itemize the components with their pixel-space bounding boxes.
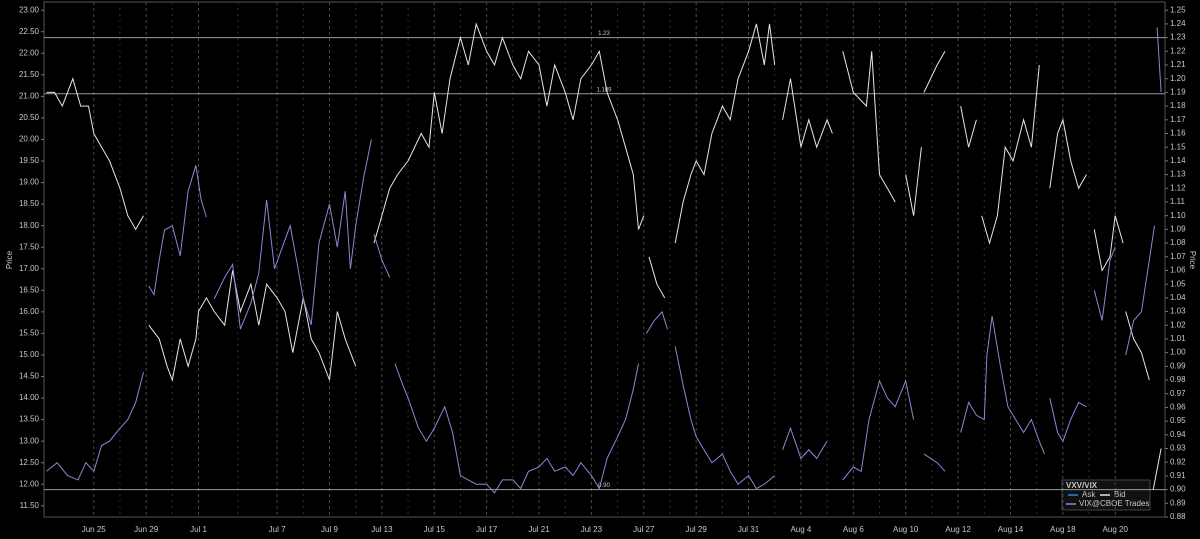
y2-tick-label: 1.20 bbox=[1170, 74, 1186, 83]
y2-tick-label: 1.19 bbox=[1170, 88, 1186, 97]
y2-tick-label: 0.96 bbox=[1170, 403, 1186, 412]
y2-tick-label: 1.17 bbox=[1170, 115, 1186, 124]
y2-tick-label: 0.95 bbox=[1170, 416, 1186, 425]
legend-label: VIX@CBOE Trades bbox=[1079, 499, 1149, 508]
y-tick-label: 21.50 bbox=[19, 70, 40, 79]
y-tick-label: 15.50 bbox=[19, 329, 40, 338]
y-tick-label: 15.00 bbox=[19, 350, 40, 359]
y-tick-label: 20.00 bbox=[19, 135, 40, 144]
x-tick-label: Aug 12 bbox=[945, 525, 971, 534]
y-tick-label: 12.00 bbox=[19, 479, 40, 488]
y2-tick-label: 1.03 bbox=[1170, 307, 1186, 316]
series-line bbox=[46, 22, 1162, 490]
y2-tick-label: 0.92 bbox=[1170, 457, 1186, 466]
y-tick-label: 17.50 bbox=[19, 242, 40, 251]
y2-tick-label: 0.97 bbox=[1170, 389, 1186, 398]
y-tick-label: 13.50 bbox=[19, 415, 40, 424]
reference-label: 1.23 bbox=[598, 31, 610, 37]
y-tick-label: 14.00 bbox=[19, 393, 40, 402]
plot-frame bbox=[43, 1, 1166, 518]
y-tick-label: 17.00 bbox=[19, 264, 40, 273]
y2-tick-label: 1.00 bbox=[1170, 348, 1186, 357]
y-tick-label: 16.00 bbox=[19, 307, 40, 316]
x-tick-label: Jul 9 bbox=[321, 525, 338, 534]
x-tick-label: Aug 18 bbox=[1050, 525, 1076, 534]
y2-tick-label: 0.90 bbox=[1170, 485, 1186, 494]
legend: VXV/VIX AskBidVIX@CBOE Trades bbox=[1061, 479, 1151, 511]
x-tick-label: Aug 6 bbox=[843, 525, 864, 534]
x-tick-label: Aug 4 bbox=[790, 525, 811, 534]
y2-tick-label: 1.13 bbox=[1170, 170, 1186, 179]
y-tick-label: 18.50 bbox=[19, 199, 40, 208]
x-tick-label: Jul 27 bbox=[633, 525, 655, 534]
y-tick-label: 12.50 bbox=[19, 458, 40, 467]
y2-tick-label: 1.11 bbox=[1170, 197, 1186, 206]
y-axis-title: Price bbox=[5, 250, 14, 269]
y-tick-label: 20.50 bbox=[19, 113, 40, 122]
y2-tick-label: 1.04 bbox=[1170, 293, 1186, 302]
x-tick-label: Aug 14 bbox=[998, 525, 1024, 534]
y2-tick-label: 1.22 bbox=[1170, 46, 1186, 55]
x-tick-label: Jul 15 bbox=[424, 525, 446, 534]
x-tick-label: Jul 7 bbox=[269, 525, 286, 534]
y2-tick-label: 0.93 bbox=[1170, 444, 1186, 453]
y2-tick-label: 0.99 bbox=[1170, 361, 1186, 370]
y2-tick-label: 1.23 bbox=[1170, 33, 1186, 42]
y2-tick-label: 0.91 bbox=[1170, 471, 1186, 480]
x-tick-label: Jun 25 bbox=[82, 525, 107, 534]
y2-tick-label: 0.88 bbox=[1170, 512, 1186, 521]
y2-tick-label: 1.01 bbox=[1170, 334, 1186, 343]
y2-tick-label: 1.09 bbox=[1170, 224, 1186, 233]
x-tick-label: Jul 13 bbox=[371, 525, 393, 534]
x-tick-label: Jul 29 bbox=[685, 525, 707, 534]
y-tick-label: 21.00 bbox=[19, 91, 40, 100]
x-tick-label: Jul 21 bbox=[528, 525, 550, 534]
reference-label: 1.189 bbox=[596, 87, 612, 93]
y2-tick-label: 1.14 bbox=[1170, 156, 1186, 165]
y-tick-label: 23.00 bbox=[19, 5, 40, 14]
reference-label: 0.90 bbox=[598, 483, 610, 489]
x-tick-label: Jul 17 bbox=[476, 525, 498, 534]
y2-tick-label: 1.10 bbox=[1170, 211, 1186, 220]
y2-tick-label: 1.16 bbox=[1170, 129, 1186, 138]
y-tick-label: 18.00 bbox=[19, 221, 40, 230]
y2-tick-label: 1.08 bbox=[1170, 238, 1186, 247]
x-tick-label: Jul 23 bbox=[581, 525, 603, 534]
y-tick-label: 22.50 bbox=[19, 27, 40, 36]
y2-tick-label: 1.21 bbox=[1170, 60, 1186, 69]
y2-tick-label: 1.15 bbox=[1170, 142, 1186, 151]
x-tick-label: Aug 20 bbox=[1103, 525, 1129, 534]
y-tick-label: 19.50 bbox=[19, 156, 40, 165]
y2-tick-label: 1.06 bbox=[1170, 266, 1186, 275]
y2-tick-label: 0.89 bbox=[1170, 498, 1186, 507]
y2-tick-label: 1.25 bbox=[1170, 5, 1186, 14]
y2-tick-label: 1.07 bbox=[1170, 252, 1186, 261]
y-tick-label: 11.50 bbox=[20, 501, 40, 510]
y-tick-label: 19.00 bbox=[19, 178, 40, 187]
y2-tick-label: 1.02 bbox=[1170, 320, 1186, 329]
y-tick-label: 16.50 bbox=[19, 285, 40, 294]
y-tick-label: 22.00 bbox=[19, 48, 40, 57]
x-tick-label: Aug 10 bbox=[893, 525, 919, 534]
y2-tick-label: 1.12 bbox=[1170, 183, 1186, 192]
y2-tick-label: 1.18 bbox=[1170, 101, 1186, 110]
y-tick-label: 14.50 bbox=[19, 372, 40, 381]
series-line bbox=[46, 27, 1162, 494]
y2-tick-label: 0.94 bbox=[1170, 430, 1186, 439]
x-tick-label: Jun 29 bbox=[134, 525, 159, 534]
y2-axis-title: Price bbox=[1188, 251, 1197, 270]
x-tick-label: Jul 31 bbox=[738, 525, 760, 534]
y-tick-label: 13.00 bbox=[19, 436, 40, 445]
y2-tick-label: 0.98 bbox=[1170, 375, 1186, 384]
legend-label: Bid bbox=[1114, 490, 1126, 499]
x-tick-label: Jul 1 bbox=[190, 525, 207, 534]
legend-title: VXV/VIX bbox=[1066, 481, 1098, 490]
y2-tick-label: 1.05 bbox=[1170, 279, 1186, 288]
y2-tick-label: 1.24 bbox=[1170, 19, 1186, 28]
